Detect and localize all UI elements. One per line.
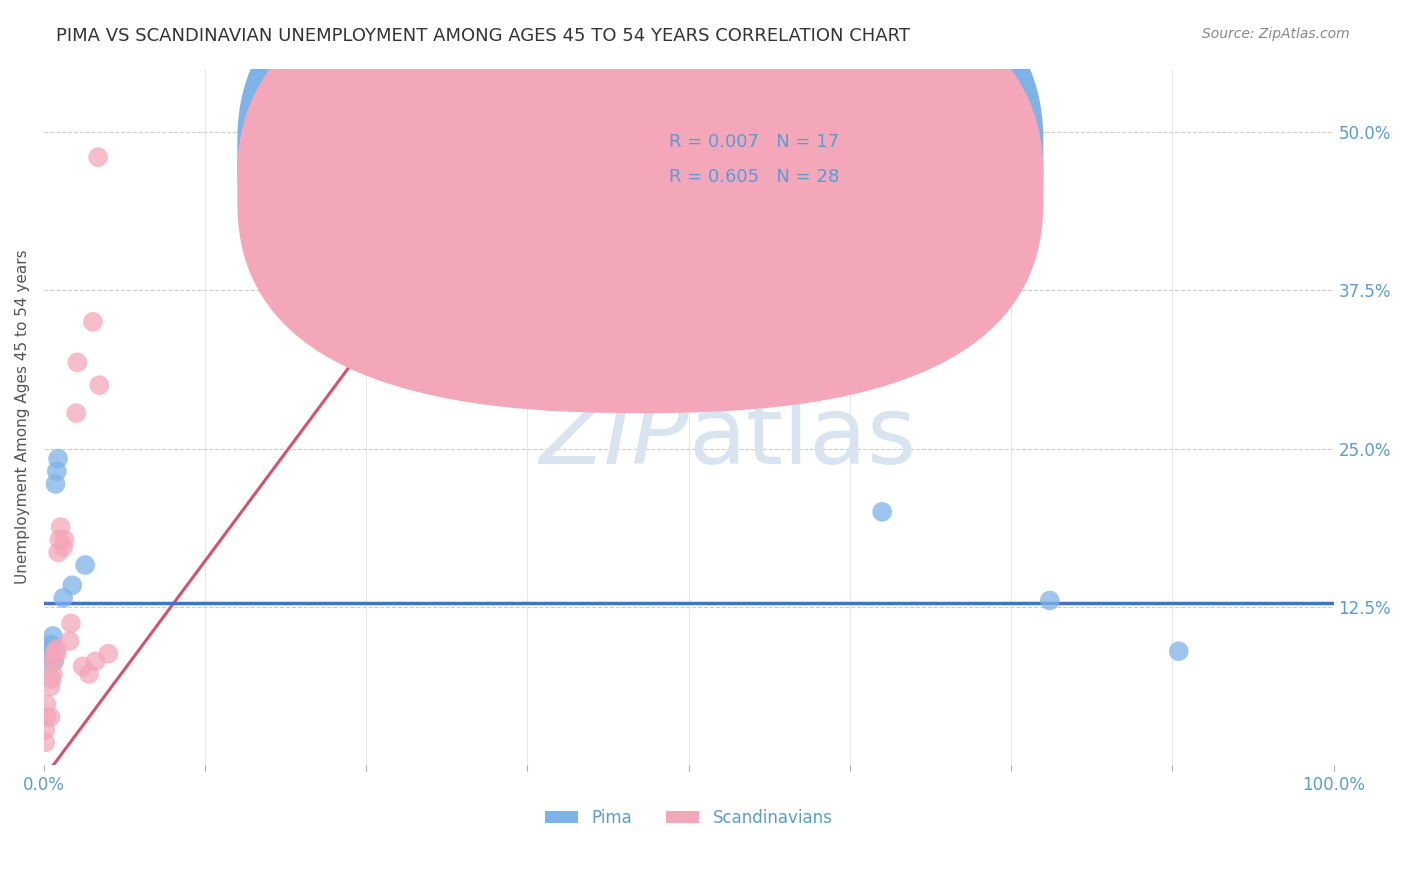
Point — [35, 648, 58, 662]
Point — [38, 644, 60, 658]
Point — [39, 680, 62, 694]
Point — [87, 150, 110, 164]
Point — [35, 710, 58, 724]
Text: atlas: atlas — [689, 392, 917, 483]
Point — [45, 647, 67, 661]
Point — [1167, 644, 1189, 658]
Point — [39, 710, 62, 724]
Point — [39, 638, 62, 652]
Point — [1039, 593, 1062, 607]
Y-axis label: Unemployment Among Ages 45 to 54 years: Unemployment Among Ages 45 to 54 years — [15, 250, 30, 584]
Point — [46, 451, 69, 466]
Point — [37, 643, 59, 657]
Point — [52, 591, 75, 605]
Text: ZIP: ZIP — [538, 392, 689, 483]
Point — [870, 505, 893, 519]
Text: PIMA VS SCANDINAVIAN UNEMPLOYMENT AMONG AGES 45 TO 54 YEARS CORRELATION CHART: PIMA VS SCANDINAVIAN UNEMPLOYMENT AMONG … — [56, 27, 910, 45]
Point — [42, 667, 65, 681]
Point — [89, 378, 111, 392]
Point — [45, 464, 67, 478]
Point — [35, 698, 58, 712]
Point — [34, 723, 56, 737]
Point — [44, 654, 66, 668]
FancyBboxPatch shape — [238, 0, 1043, 413]
Point — [82, 315, 104, 329]
Point — [48, 533, 70, 547]
Point — [42, 629, 65, 643]
Point — [45, 641, 67, 656]
Point — [65, 406, 87, 420]
Point — [42, 654, 65, 668]
Point — [41, 672, 63, 686]
Point — [84, 654, 107, 668]
FancyBboxPatch shape — [612, 117, 973, 201]
Point — [60, 578, 83, 592]
Point — [97, 647, 120, 661]
Point — [59, 616, 82, 631]
Text: Source: ZipAtlas.com: Source: ZipAtlas.com — [1202, 27, 1350, 41]
Point — [35, 657, 58, 671]
FancyBboxPatch shape — [238, 0, 1043, 380]
Point — [77, 667, 100, 681]
Point — [72, 659, 94, 673]
Point — [34, 735, 56, 749]
Point — [75, 558, 97, 572]
Text: R = 0.605   N = 28: R = 0.605 N = 28 — [669, 169, 839, 186]
Point — [52, 541, 75, 555]
Point — [44, 477, 66, 491]
Point — [66, 355, 89, 369]
Point — [46, 545, 69, 559]
Text: R = 0.007   N = 17: R = 0.007 N = 17 — [669, 134, 839, 152]
Legend: Pima, Scandinavians: Pima, Scandinavians — [538, 802, 839, 833]
Point — [49, 520, 72, 534]
Point — [41, 638, 63, 652]
Point — [44, 647, 66, 661]
Point — [53, 533, 76, 547]
Point — [59, 634, 82, 648]
